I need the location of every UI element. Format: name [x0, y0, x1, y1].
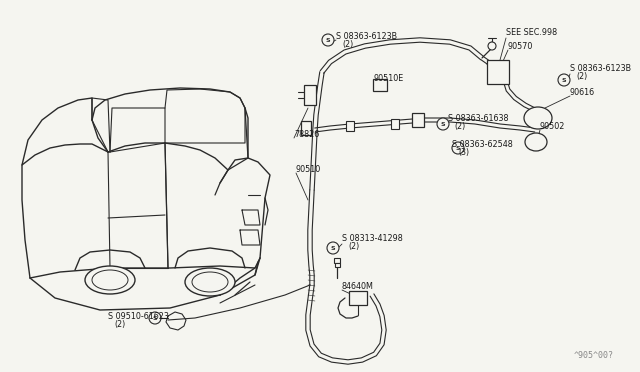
Ellipse shape	[192, 272, 228, 292]
Text: S 08313-41298: S 08313-41298	[342, 234, 403, 243]
Text: 90570: 90570	[508, 42, 533, 51]
Text: (2): (2)	[342, 40, 353, 49]
Text: (2): (2)	[454, 122, 465, 131]
FancyBboxPatch shape	[487, 60, 509, 84]
FancyBboxPatch shape	[301, 121, 311, 135]
Ellipse shape	[185, 268, 235, 296]
Circle shape	[452, 142, 464, 154]
FancyBboxPatch shape	[334, 257, 340, 263]
Text: S: S	[326, 38, 330, 42]
Circle shape	[558, 74, 570, 86]
Circle shape	[322, 34, 334, 46]
Ellipse shape	[92, 270, 128, 290]
Text: (3): (3)	[458, 148, 469, 157]
Ellipse shape	[524, 107, 552, 129]
FancyBboxPatch shape	[346, 121, 354, 131]
FancyBboxPatch shape	[391, 119, 399, 129]
Text: S 08363-6123B: S 08363-6123B	[570, 64, 631, 73]
FancyBboxPatch shape	[304, 85, 316, 105]
Text: S 08363-62548: S 08363-62548	[452, 140, 513, 149]
Circle shape	[327, 242, 339, 254]
Text: (2): (2)	[576, 72, 588, 81]
Circle shape	[149, 312, 161, 324]
Text: 90510: 90510	[296, 165, 321, 174]
Text: S: S	[331, 246, 335, 250]
Circle shape	[488, 42, 496, 50]
Text: 90616: 90616	[570, 88, 595, 97]
Text: S: S	[441, 122, 445, 126]
FancyBboxPatch shape	[412, 113, 424, 127]
Text: S: S	[562, 77, 566, 83]
Text: 84640M: 84640M	[342, 282, 374, 291]
Text: S: S	[153, 315, 157, 321]
Circle shape	[437, 118, 449, 130]
Ellipse shape	[85, 266, 135, 294]
Text: (2): (2)	[348, 242, 359, 251]
FancyBboxPatch shape	[349, 291, 367, 305]
Text: S 08363-61638: S 08363-61638	[448, 114, 509, 123]
Text: 90502: 90502	[540, 122, 565, 131]
Text: S 09510-61623: S 09510-61623	[108, 312, 169, 321]
Text: ^905^00?: ^905^00?	[574, 351, 614, 360]
Text: SEE SEC.998: SEE SEC.998	[506, 28, 557, 37]
Text: S 08363-6123B: S 08363-6123B	[336, 32, 397, 41]
Text: (2): (2)	[114, 320, 125, 329]
Text: S: S	[456, 145, 460, 151]
Text: 78826: 78826	[294, 130, 319, 139]
FancyBboxPatch shape	[335, 263, 339, 267]
FancyBboxPatch shape	[373, 79, 387, 91]
Ellipse shape	[525, 133, 547, 151]
Text: 90510E: 90510E	[374, 74, 404, 83]
